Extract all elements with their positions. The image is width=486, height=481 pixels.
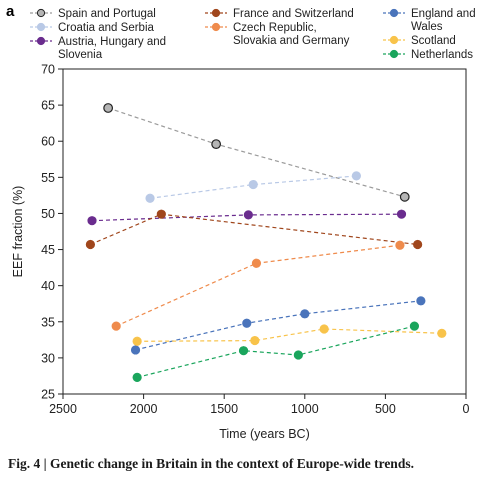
data-point-netherlands xyxy=(132,372,142,382)
legend-label-france-and-switzerland: France and Switzerland xyxy=(233,8,354,20)
data-point-austria-hungary-and-slovenia xyxy=(396,209,407,219)
y-axis-label: EEF fraction (%) xyxy=(11,186,25,278)
legend-marker-england-and-wales xyxy=(389,8,399,18)
y-tick-label: 30 xyxy=(41,351,55,365)
legend-marker-spain-and-portugal xyxy=(36,8,46,18)
figure-caption: Fig. 4 | Genetic change in Britain in th… xyxy=(8,456,414,471)
legend-entry-england-and-wales: England and Wales xyxy=(383,8,476,33)
data-point-spain-and-portugal xyxy=(399,191,410,202)
data-point-scotland xyxy=(250,335,260,346)
series-spain-and-portugal xyxy=(103,103,410,202)
data-point-croatia-and-serbia xyxy=(248,179,258,190)
y-tick-label: 55 xyxy=(41,171,55,185)
y-tick-label: 40 xyxy=(41,279,55,293)
legend-marker-scotland xyxy=(389,35,399,45)
axes-frame xyxy=(62,68,467,395)
series-line-netherlands xyxy=(137,325,415,378)
legend-label-netherlands: Netherlands xyxy=(411,49,473,61)
data-point-england-and-wales xyxy=(416,296,426,306)
series-line-france-and-switzerland xyxy=(90,213,418,246)
y-tick-label: 70 xyxy=(41,63,55,77)
x-tick-label: 1000 xyxy=(291,402,319,416)
y-tick-label: 25 xyxy=(41,388,55,402)
series-line-scotland xyxy=(137,328,442,342)
legend-label-spain-and-portugal: Spain and Portugal xyxy=(58,8,156,20)
y-tick-label: 45 xyxy=(41,243,55,257)
x-tick-label: 2000 xyxy=(130,402,158,416)
legend-marker-austria-hungary-and-slovenia xyxy=(36,36,46,46)
data-point-england-and-wales xyxy=(300,309,310,319)
legend-marker-croatia-and-serbia xyxy=(36,22,46,32)
figure-panel: a Spain and Portugal Croatia and Serbia Au… xyxy=(6,3,476,442)
legend-label-austria-hungary-and-slovenia: Austria, Hungary and Slovenia xyxy=(58,36,166,61)
x-tick-label: 500 xyxy=(375,402,396,416)
legend-label-england-and-wales: England and Wales xyxy=(411,8,476,33)
data-point-france-and-switzerland xyxy=(413,239,423,250)
x-tick-label: 2500 xyxy=(49,402,77,416)
y-tick-label: 50 xyxy=(41,207,55,221)
legend-label-czech-republic-slovakia-and-germany: Czech Republic, Slovakia and Germany xyxy=(233,22,350,47)
legend: Spain and Portugal Croatia and Serbia Aust… xyxy=(30,8,476,61)
legend-marker-netherlands xyxy=(389,49,399,59)
plot-area: 25 30 35 40 45 50 55 60 65 70 2500 2000 1500 1000 500 0… xyxy=(11,63,470,442)
x-axis-label: Time (years BC) xyxy=(219,427,310,441)
series-austria-hungary-and-slovenia xyxy=(87,209,407,226)
data-point-scotland xyxy=(132,336,142,346)
data-point-england-and-wales xyxy=(242,318,252,328)
data-point-czech-republic-slovakia-and-germany xyxy=(111,321,121,331)
legend-entry-france-and-switzerland: France and Switzerland xyxy=(205,8,354,20)
series-croatia-and-serbia xyxy=(145,171,361,203)
data-point-czech-republic-slovakia-and-germany xyxy=(395,240,405,250)
data-point-england-and-wales xyxy=(130,345,141,355)
panel-label: a xyxy=(6,3,15,20)
series-line-czech-republic-slovakia-and-germany xyxy=(115,244,400,327)
data-point-austria-hungary-and-slovenia xyxy=(87,216,97,226)
data-point-france-and-switzerland xyxy=(156,209,166,219)
x-tick-label: 0 xyxy=(463,402,470,416)
legend-entry-scotland: Scotland xyxy=(383,35,456,47)
series-france-and-switzerland xyxy=(85,209,423,250)
legend-label-croatia-and-serbia: Croatia and Serbia xyxy=(58,22,154,34)
series-scotland xyxy=(132,324,447,346)
legend-label-scotland: Scotland xyxy=(411,35,456,47)
legend-entry-netherlands: Netherlands xyxy=(383,49,473,61)
legend-entry-spain-and-portugal: Spain and Portugal xyxy=(30,8,156,20)
series-england-and-wales xyxy=(130,296,426,355)
series-netherlands xyxy=(132,321,420,382)
y-tick-label: 60 xyxy=(41,135,55,149)
data-point-scotland xyxy=(319,324,329,334)
data-point-netherlands xyxy=(293,350,303,360)
y-tick-label: 65 xyxy=(41,99,55,113)
data-point-croatia-and-serbia xyxy=(351,171,361,181)
legend-entry-czech-republic-slovakia-and-germany: Czech Republic, Slovakia and Germany xyxy=(205,22,350,47)
y-tick-label: 35 xyxy=(41,315,55,329)
data-point-scotland xyxy=(437,328,447,338)
data-point-spain-and-portugal xyxy=(211,139,222,150)
legend-marker-czech-republic-slovakia-and-germany xyxy=(211,22,221,32)
data-point-spain-and-portugal xyxy=(103,103,114,113)
data-point-netherlands xyxy=(409,321,420,331)
legend-entry-austria-hungary-and-slovenia: Austria, Hungary and Slovenia xyxy=(30,36,166,61)
data-point-netherlands xyxy=(238,346,249,356)
data-point-croatia-and-serbia xyxy=(145,193,155,203)
data-point-austria-hungary-and-slovenia xyxy=(243,210,253,220)
data-point-france-and-switzerland xyxy=(85,239,96,250)
legend-entry-croatia-and-serbia: Croatia and Serbia xyxy=(30,22,154,34)
series-czech-republic-slovakia-and-germany xyxy=(111,240,405,331)
series-line-england-and-wales xyxy=(135,300,421,351)
legend-marker-france-and-switzerland xyxy=(211,8,221,18)
x-tick-label: 1500 xyxy=(210,402,238,416)
data-point-czech-republic-slovakia-and-germany xyxy=(251,258,262,268)
